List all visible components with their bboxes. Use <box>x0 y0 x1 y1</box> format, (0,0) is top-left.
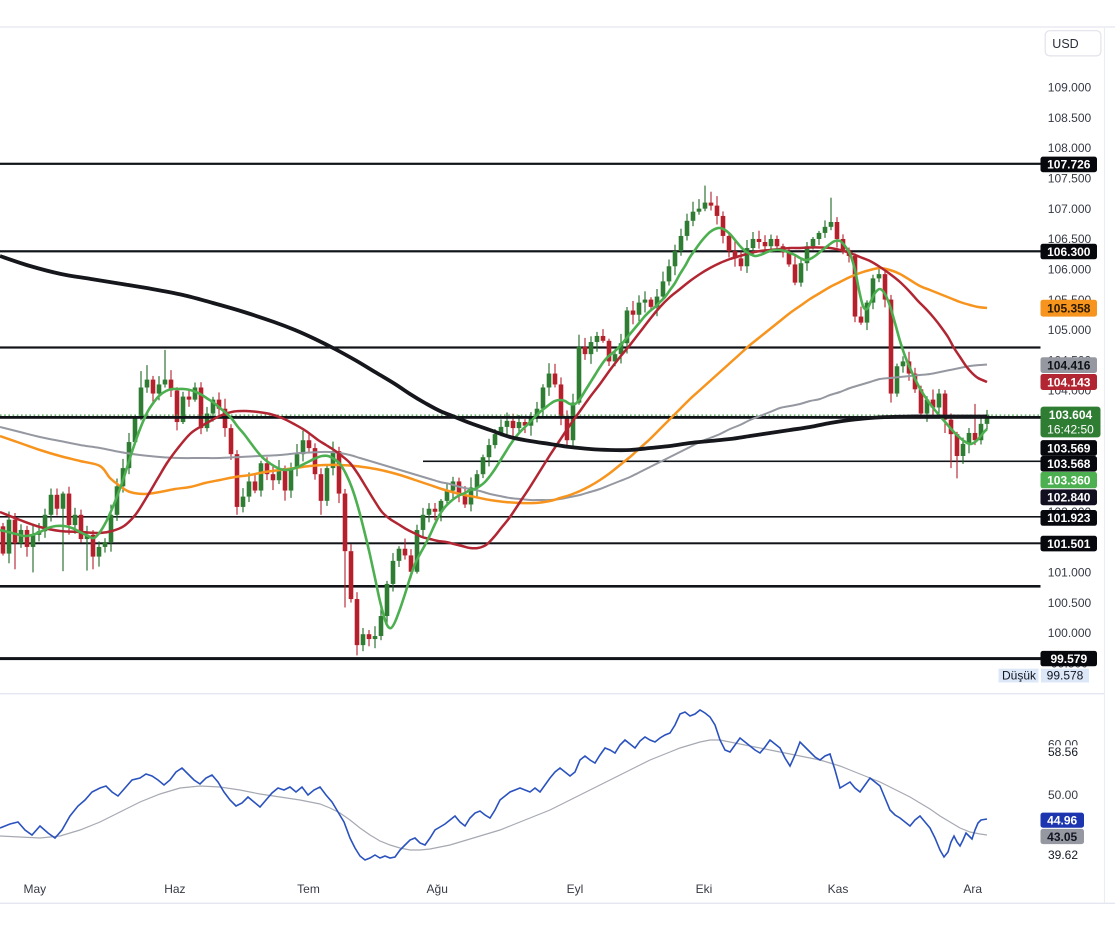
svg-text:103.569: 103.569 <box>1047 441 1091 455</box>
svg-text:104.143: 104.143 <box>1047 375 1091 389</box>
svg-text:Kas: Kas <box>828 882 849 896</box>
svg-text:100.000: 100.000 <box>1048 626 1092 640</box>
svg-text:Ara: Ara <box>963 882 982 896</box>
svg-text:Ağu: Ağu <box>427 882 448 896</box>
svg-text:100.500: 100.500 <box>1048 596 1092 610</box>
svg-text:Eki: Eki <box>696 882 713 896</box>
svg-text:Haz: Haz <box>164 882 185 896</box>
svg-text:USD: USD <box>1052 37 1078 51</box>
svg-text:107.500: 107.500 <box>1048 172 1092 186</box>
svg-text:103.360: 103.360 <box>1047 473 1091 487</box>
svg-text:103.604: 103.604 <box>1049 408 1093 422</box>
svg-text:104.416: 104.416 <box>1047 358 1091 372</box>
svg-text:58.56: 58.56 <box>1048 745 1078 759</box>
svg-text:43.05: 43.05 <box>1047 830 1077 844</box>
svg-text:Düşük: Düşük <box>1002 668 1037 682</box>
svg-text:106.300: 106.300 <box>1047 245 1091 259</box>
svg-text:106.500: 106.500 <box>1048 232 1092 246</box>
svg-text:107.000: 107.000 <box>1048 202 1092 216</box>
svg-text:99.578: 99.578 <box>1047 668 1084 682</box>
svg-text:May: May <box>23 882 46 896</box>
svg-text:Tem: Tem <box>297 882 320 896</box>
svg-text:99.579: 99.579 <box>1050 652 1087 666</box>
svg-text:16:42:50: 16:42:50 <box>1047 423 1094 437</box>
svg-text:101.000: 101.000 <box>1048 566 1092 580</box>
svg-text:39.62: 39.62 <box>1048 848 1078 862</box>
svg-text:101.923: 101.923 <box>1047 511 1091 525</box>
svg-text:102.840: 102.840 <box>1047 491 1091 505</box>
svg-text:103.568: 103.568 <box>1047 457 1091 471</box>
svg-text:105.358: 105.358 <box>1047 302 1091 316</box>
svg-text:44.96: 44.96 <box>1047 814 1077 828</box>
svg-text:106.000: 106.000 <box>1048 263 1092 277</box>
svg-text:109.000: 109.000 <box>1048 81 1092 95</box>
svg-text:50.00: 50.00 <box>1048 788 1078 802</box>
svg-text:108.000: 108.000 <box>1048 141 1092 155</box>
svg-text:108.500: 108.500 <box>1048 111 1092 125</box>
svg-text:Eyl: Eyl <box>567 882 584 896</box>
svg-text:101.501: 101.501 <box>1047 537 1091 551</box>
svg-text:107.726: 107.726 <box>1047 158 1091 172</box>
svg-text:105.000: 105.000 <box>1048 323 1092 337</box>
